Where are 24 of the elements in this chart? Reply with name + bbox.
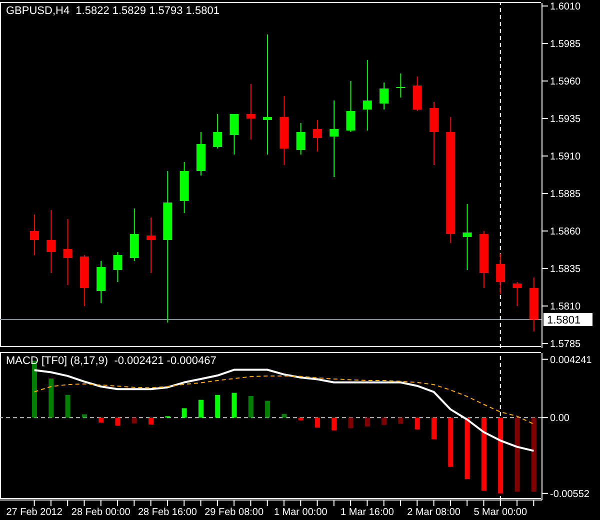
y-tick-label: 1.5785	[550, 339, 582, 350]
y-tick-label: -0.00552	[550, 488, 590, 500]
x-tick-label: 1 Mar 16:00	[340, 507, 394, 518]
x-tick-label: 2 Mar 08:00	[407, 507, 461, 518]
y-tick-label: 1.6010	[550, 2, 582, 13]
y-tick-label: 1.5985	[550, 39, 582, 50]
y-tick-label: 1.5810	[550, 302, 582, 313]
y-tick-label: 1.5960	[550, 76, 582, 88]
ref-line-label: 1.5801	[547, 314, 581, 326]
x-tick-label: 28 Feb 16:00	[138, 507, 198, 518]
chart-title: MACD [TF0] (8,17,9) -0.002421 -0.000467	[6, 355, 216, 367]
chart-title: GBPUSD,H4 1.5822 1.5829 1.5793 1.5801	[6, 5, 220, 17]
y-tick-label: 1.5835	[550, 264, 582, 276]
y-tick-label: 1.5885	[550, 189, 582, 200]
y-tick-label: 1.5910	[550, 152, 582, 163]
y-tick-label: 1.5935	[550, 114, 582, 126]
x-tick-label: 27 Feb 2012	[6, 507, 63, 518]
x-tick-label: 28 Feb 00:00	[71, 507, 131, 518]
y-tick-label: 0.004241	[550, 354, 592, 366]
y-tick-label: 1.5860	[550, 226, 582, 238]
y-tick-label: 0.00	[550, 413, 570, 424]
x-tick-label: 1 Mar 00:00	[274, 507, 328, 518]
x-tick-label: 5 Mar 00:00	[474, 507, 528, 518]
x-tick-label: 29 Feb 08:00	[204, 507, 264, 518]
